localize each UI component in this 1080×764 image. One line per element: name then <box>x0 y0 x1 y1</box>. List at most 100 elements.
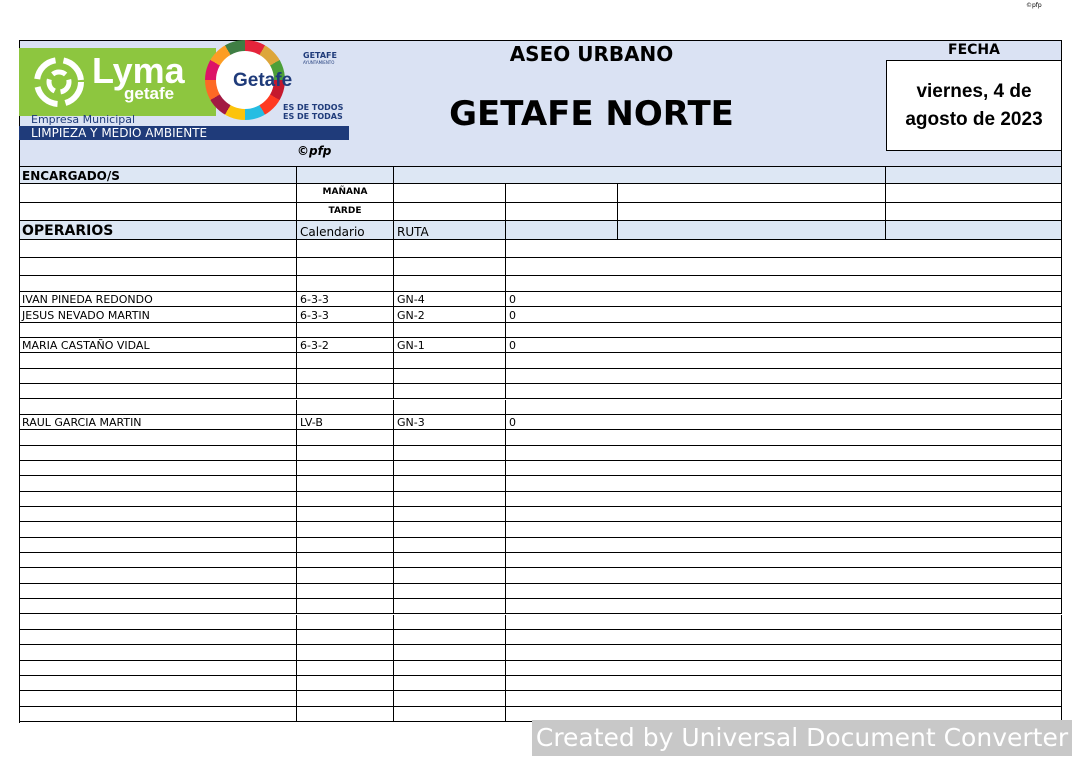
empty-cell <box>297 445 394 461</box>
empty-cell <box>19 399 297 415</box>
operator-value: 0 <box>506 292 1062 308</box>
empty-cell <box>19 691 297 707</box>
city-name: GETAFE <box>303 51 337 60</box>
empty-cell <box>394 491 506 507</box>
empty-cell <box>394 675 506 692</box>
empty-cell <box>506 599 1062 615</box>
date-label: FECHA <box>948 42 1000 58</box>
empty-cell <box>297 614 394 630</box>
empty-cell <box>297 353 394 369</box>
empty-cell <box>394 645 506 661</box>
empty-cell <box>297 583 394 600</box>
morning-label: MAÑANA <box>297 184 394 203</box>
section-title: ASEO URBANO <box>509 42 674 66</box>
empty-cell <box>297 645 394 661</box>
empty-cell <box>506 675 1062 692</box>
empty-cell <box>297 460 394 477</box>
empty-cell <box>297 276 394 292</box>
empty-cell <box>19 614 297 630</box>
empty-cell <box>394 599 506 615</box>
empty-cell <box>297 258 394 276</box>
copyright-top: ©pfp <box>1026 2 1042 9</box>
empty-cell <box>394 322 506 339</box>
empty-cell <box>297 507 394 523</box>
empty-cell <box>394 445 506 461</box>
empty-cell <box>19 460 297 477</box>
empty-cell <box>19 258 297 276</box>
city-logo-text: Getafe <box>233 70 293 91</box>
encargado-cell <box>394 166 886 184</box>
empty-cell <box>297 691 394 707</box>
empty-cell <box>19 507 297 523</box>
operator-route: GN-2 <box>394 307 506 323</box>
empty-cell <box>506 240 1062 258</box>
logo-company: Empresa Municipal <box>31 113 136 126</box>
empty-cell <box>394 568 506 584</box>
empty-cell <box>394 537 506 554</box>
shift-cell <box>394 203 506 221</box>
empty-cell <box>506 399 1062 415</box>
empty-cell <box>19 583 297 600</box>
empty-cell <box>297 675 394 692</box>
empty-cell <box>297 553 394 569</box>
empty-cell <box>19 537 297 554</box>
encargado-cell <box>886 166 1062 184</box>
afternoon-label: TARDE <box>297 203 394 221</box>
empty-cell <box>19 322 297 339</box>
shift-cell <box>506 184 618 203</box>
operator-value: 0 <box>506 338 1062 354</box>
empty-cell <box>394 706 506 722</box>
empty-cell <box>297 629 394 646</box>
empty-cell <box>297 599 394 615</box>
operator-route: GN-4 <box>394 292 506 308</box>
header-cell <box>886 221 1062 240</box>
empty-cell <box>506 460 1062 477</box>
operator-calendar: 6-3-3 <box>297 307 394 323</box>
city-logo-center <box>216 51 274 109</box>
empty-cell <box>19 522 297 538</box>
empty-cell <box>297 430 394 446</box>
empty-cell <box>506 629 1062 646</box>
empty-cell <box>297 660 394 676</box>
empty-cell <box>394 368 506 385</box>
empty-cell <box>394 553 506 569</box>
empty-cell <box>19 353 297 369</box>
watermark: Created by Universal Document Converter <box>532 720 1072 756</box>
empty-cell <box>506 368 1062 385</box>
empty-cell <box>394 399 506 415</box>
empty-cell <box>394 384 506 400</box>
empty-cell <box>506 445 1062 461</box>
empty-cell <box>19 553 297 569</box>
empty-cell <box>506 430 1062 446</box>
empty-cell <box>297 476 394 492</box>
operator-name: MARIA CASTAÑO VIDAL <box>19 338 297 354</box>
copyright: ©pfp <box>297 144 332 158</box>
operator-route: GN-1 <box>394 338 506 354</box>
empty-cell <box>506 568 1062 584</box>
empty-cell <box>297 537 394 554</box>
operator-name: IVAN PINEDA REDONDO <box>19 292 297 308</box>
empty-cell <box>394 476 506 492</box>
slogan-1: ES DE TODOS <box>283 103 344 112</box>
empty-cell <box>19 430 297 446</box>
empty-cell <box>394 276 506 292</box>
empty-cell <box>506 276 1062 292</box>
empty-cell <box>394 583 506 600</box>
empty-cell <box>19 629 297 646</box>
operator-value: 0 <box>506 414 1062 431</box>
empty-cell <box>506 645 1062 661</box>
shift-cell <box>19 184 297 203</box>
empty-cell <box>394 507 506 523</box>
empty-cell <box>297 384 394 400</box>
empty-cell <box>19 276 297 292</box>
empty-cell <box>19 675 297 692</box>
shift-cell <box>19 203 297 221</box>
empty-cell <box>506 583 1062 600</box>
empty-cell <box>19 568 297 584</box>
empty-cell <box>19 491 297 507</box>
main-title: GETAFE NORTE <box>449 94 734 134</box>
empty-cell <box>297 399 394 415</box>
empty-cell <box>19 706 297 722</box>
